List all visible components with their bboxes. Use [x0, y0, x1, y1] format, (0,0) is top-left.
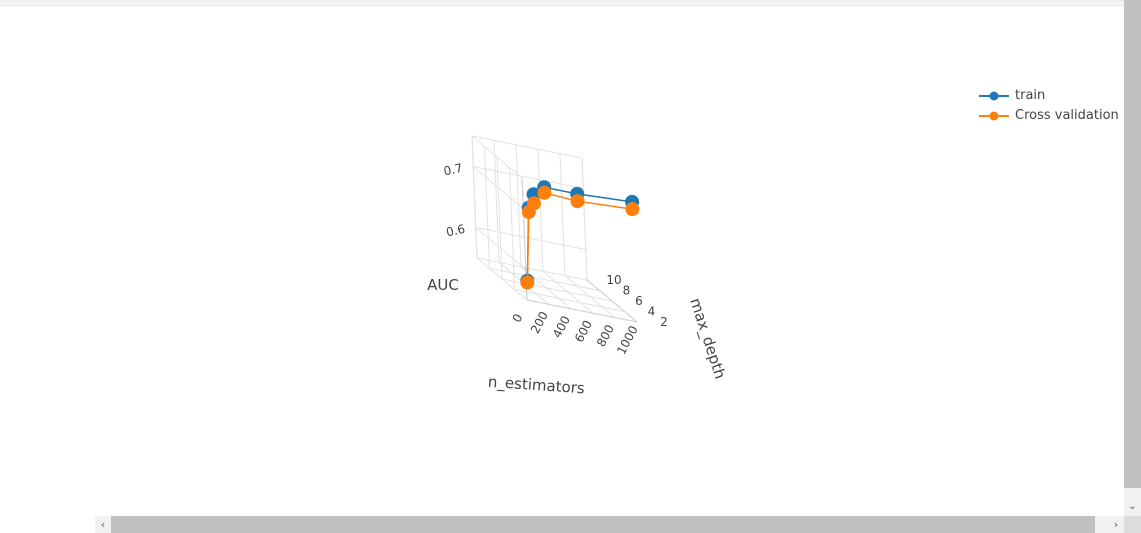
z-tick-label-1: 0.7 — [442, 161, 464, 179]
floor-grid-y-2 — [501, 278, 613, 302]
trace-layer — [520, 180, 640, 290]
legend-label-train: train — [1015, 88, 1046, 103]
back-wall-grid-x-4 — [559, 153, 566, 276]
series-line-cross-validation — [526, 191, 633, 283]
back-wall-grid-x-2 — [515, 144, 522, 267]
x-tick-label-3: 600 — [572, 318, 595, 345]
grid-layer — [471, 135, 638, 323]
x-tick-label-4: 800 — [594, 322, 617, 349]
series-point-cross-validation-0 — [625, 202, 640, 217]
x-tick-label-0: 0 — [509, 311, 525, 324]
scrollbar-corner — [1124, 516, 1141, 533]
x-axis-title: n_estimators — [487, 373, 585, 399]
scroll-left-arrow-icon[interactable]: ‹ — [100, 518, 106, 531]
vertical-scrollbar[interactable]: ⌄ — [1124, 0, 1141, 516]
y-tick-label-4: 10 — [606, 273, 621, 287]
legend-swatch-cross-validation — [979, 111, 1009, 121]
floor-grid-y-1 — [514, 289, 625, 312]
legend-swatch-train — [979, 91, 1009, 101]
y-axis-line — [586, 279, 638, 323]
side-wall-grid-y-1 — [509, 167, 515, 290]
back-wall-grid-x-3 — [537, 149, 544, 272]
side-wall-grid-y-2 — [496, 156, 503, 280]
x-axis-line — [526, 299, 638, 323]
y-tick-label-3: 8 — [623, 284, 631, 298]
top-toolbar-strip — [0, 0, 1124, 6]
y-axis-title: max_depth — [685, 296, 729, 382]
legend-label-cross-validation: Cross validation — [1015, 108, 1119, 123]
x-tick-label-2: 400 — [550, 314, 573, 341]
series-point-cross-validation-1 — [570, 194, 585, 209]
vertical-scrollbar-thumb[interactable] — [1124, 0, 1141, 488]
side-wall-grid-z-1 — [472, 166, 524, 209]
z-axis-title: AUC — [427, 276, 459, 294]
y-tick-label-0: 2 — [660, 315, 668, 329]
z-tick-label-0: 0.6 — [445, 222, 467, 240]
horizontal-scrollbar-thumb[interactable] — [111, 516, 1095, 533]
side-wall-grid-z-0 — [475, 227, 527, 270]
x-tick-label-5: 1000 — [614, 323, 641, 357]
floor-grid-y-4 — [476, 257, 588, 281]
series-point-cross-validation-5 — [520, 275, 535, 290]
back-wall-grid-z-1 — [473, 166, 584, 189]
side-wall-grid-y-3 — [484, 146, 490, 269]
y-tick-label-1: 4 — [648, 305, 656, 319]
scroll-right-arrow-icon[interactable]: › — [1113, 518, 1119, 531]
horizontal-scrollbar[interactable]: ‹ › — [95, 516, 1124, 533]
back-wall-grid-x-1 — [493, 140, 500, 263]
series-point-cross-validation-2 — [537, 185, 552, 200]
x-tick-label-1: 200 — [528, 309, 551, 336]
y-tick-label-2: 6 — [635, 294, 643, 308]
top-back-edge — [471, 135, 583, 159]
back-wall-grid-z-0 — [475, 227, 586, 250]
z-far-edge — [581, 157, 588, 281]
floor-grid-y-3 — [489, 268, 600, 291]
scroll-down-arrow-icon[interactable]: ⌄ — [1128, 501, 1137, 512]
series-point-cross-validation-4 — [521, 205, 536, 220]
z-back-edge — [471, 135, 478, 259]
top-side-edge — [471, 135, 523, 179]
